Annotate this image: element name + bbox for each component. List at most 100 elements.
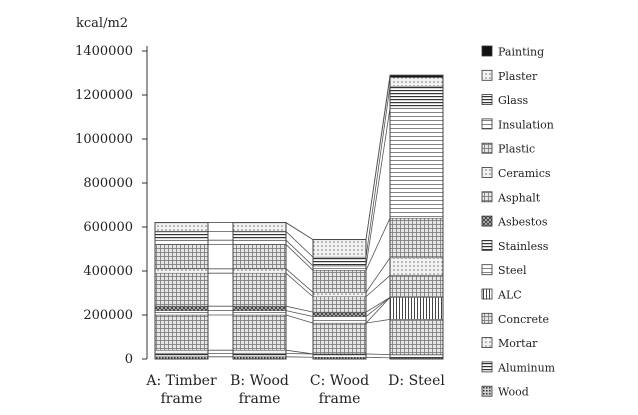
bar-segment-alc: [389, 297, 444, 320]
bar-segment-plaster: [232, 222, 287, 232]
bar-segment-insulation: [389, 107, 444, 219]
legend-swatch: [481, 191, 493, 203]
bar-segment-insulation: [232, 239, 287, 245]
x-category-label: D: Steel: [388, 373, 445, 389]
x-category-label: B: Wood: [230, 373, 289, 389]
legend-swatch: [481, 337, 493, 349]
bar-segment-ceramics: [389, 257, 444, 276]
bar-segment-steel: [232, 310, 287, 316]
bar-segment-plastic: [312, 270, 367, 293]
bar-segment-aluminum: [154, 353, 209, 358]
bar-segment-plastic: [232, 244, 287, 270]
x-category-label: C: Wood: [310, 373, 369, 389]
stack-connector: [365, 75, 391, 240]
bars: [154, 74, 444, 360]
bar-segment-mortar: [154, 349, 209, 354]
bar-segment-aluminum: [389, 354, 444, 359]
stack-connector-lines: [208, 75, 391, 359]
bar-segment-glass: [389, 85, 444, 109]
y-tick-label: 200000: [83, 308, 133, 323]
stack-connector: [365, 297, 391, 313]
bar-segment-insulation: [154, 239, 209, 245]
y-tick-label: 1400000: [75, 44, 133, 59]
stack-connector: [285, 272, 314, 298]
legend-swatch: [481, 264, 493, 276]
bar-segment-glass: [154, 231, 209, 241]
bar-segment-ceramics: [154, 268, 209, 274]
y-axis: 0 200000 400000 600000 800000 1000000 1200000 1…: [75, 44, 148, 367]
legend-swatch: [481, 118, 493, 130]
bar-segment-plaster: [312, 239, 367, 258]
legend-swatch: [481, 215, 493, 227]
stack-connector: [285, 349, 314, 355]
bar-segment-concrete: [154, 314, 209, 351]
bar-segment-ceramics: [312, 292, 367, 297]
y-tick-label: 1200000: [75, 88, 133, 103]
bar-segment-insulation: [312, 265, 367, 271]
legend: Painting Plaster Glass Insulation Plastic Cer…: [481, 46, 556, 399]
bar-segment-glass: [312, 256, 367, 267]
bar-segment-aluminum: [312, 353, 367, 358]
y-tick-label: 400000: [83, 264, 133, 279]
stack-connector: [365, 108, 391, 267]
legend-swatch: [481, 69, 493, 81]
x-category-label: frame: [319, 391, 361, 407]
stack-connector: [365, 356, 391, 359]
y-tick-label: 600000: [83, 220, 133, 235]
bar-segment-plaster: [389, 77, 444, 87]
stack-connector: [285, 305, 314, 313]
bar-outline: [232, 222, 287, 360]
y-tick-label: 1000000: [75, 132, 133, 147]
legend-label: Plastic: [498, 143, 535, 156]
legend-swatch: [481, 312, 493, 324]
legend-label: Wood: [498, 386, 529, 399]
y-axis-label: kcal/m2: [76, 16, 128, 31]
stack-connector: [365, 319, 391, 324]
legend-label: Stainless: [498, 240, 549, 253]
legend-label: Asphalt: [497, 191, 541, 204]
bar-segment-plastic: [389, 217, 444, 259]
bar-segment-concrete: [312, 322, 367, 355]
stack-connector: [365, 275, 391, 298]
bar-segment-mortar: [232, 349, 287, 354]
stack-connector: [285, 239, 314, 267]
x-category-label: A: Timber: [145, 373, 217, 389]
y-tick-label: 0: [125, 352, 133, 367]
bar-outline: [154, 222, 209, 360]
legend-swatch: [481, 288, 493, 300]
x-category-label: frame: [161, 391, 203, 407]
stack-connector: [285, 310, 314, 317]
legend-swatch: [481, 142, 493, 154]
bar-segment-asphalt: [389, 275, 444, 298]
stack-connector: [285, 231, 314, 258]
bar-segment-plastic: [154, 244, 209, 270]
legend-label: Plaster: [498, 70, 538, 83]
bar-segment-plaster: [154, 222, 209, 232]
legend-swatch: [481, 94, 493, 105]
bar-segment-steel: [154, 310, 209, 316]
stack-connector: [365, 257, 391, 293]
bar-segment-ceramics: [232, 268, 287, 274]
legend-swatch: [481, 167, 493, 178]
bar-segment-asbestos: [312, 311, 367, 317]
bar-segment-steel: [312, 316, 367, 324]
x-axis-labels: A: Timber frame B: Wood frame C: Wood frame D:…: [145, 373, 445, 407]
stack-connector: [285, 222, 314, 240]
legend-swatch: [481, 385, 493, 397]
legend-label: Painting: [498, 46, 544, 59]
stack-connector: [365, 297, 391, 317]
legend-label: Asbestos: [497, 216, 548, 229]
legend-label: ALC: [497, 289, 522, 302]
bar-segment-glass: [232, 231, 287, 241]
bar-segment-asphalt: [312, 296, 367, 313]
stack-connector: [365, 218, 391, 271]
legend-label: Ceramics: [498, 167, 551, 180]
bar-segment-aluminum: [232, 353, 287, 358]
stack-connector: [365, 297, 391, 324]
bar-segment-concrete: [389, 319, 444, 355]
legend-label: Glass: [498, 94, 529, 107]
bar-segment-asphalt: [232, 272, 287, 307]
bar-segment-asbestos: [232, 305, 287, 311]
x-category-label: frame: [239, 391, 281, 407]
